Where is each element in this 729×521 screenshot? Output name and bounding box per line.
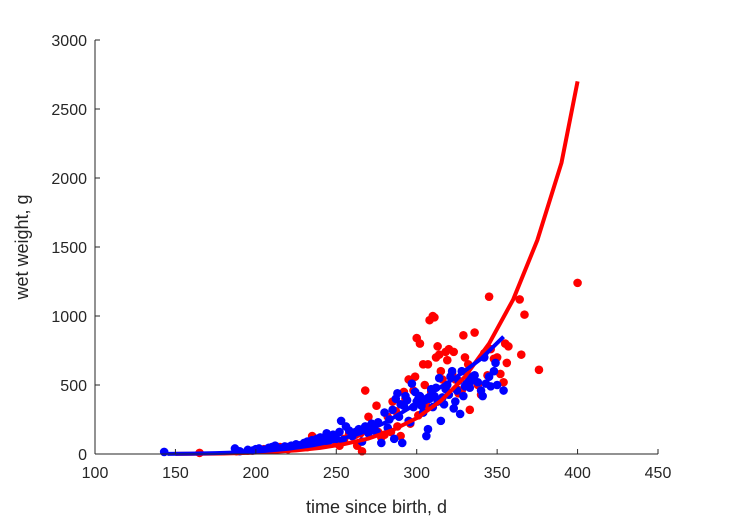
data-point: [396, 431, 405, 441]
data-point: [377, 438, 386, 448]
red-fit-curve: [175, 81, 580, 456]
data-point: [484, 292, 494, 301]
data-point: [504, 342, 513, 351]
blue-fit-curve: [167, 335, 505, 456]
data-point: [434, 350, 444, 359]
y-tick-label: 500: [60, 378, 87, 395]
y-tick-label: 2500: [51, 102, 87, 119]
x-tick-label: 200: [243, 465, 270, 482]
data-point: [434, 373, 444, 383]
data-point: [436, 416, 446, 426]
data-point: [442, 355, 452, 365]
x-tick-label: 300: [403, 465, 430, 482]
series-layer: [159, 81, 582, 458]
data-point: [433, 342, 442, 351]
data-point: [492, 380, 502, 390]
y-axis-title: wet weight, g: [12, 194, 32, 300]
data-point: [465, 405, 475, 415]
x-tick-label: 350: [484, 465, 511, 482]
data-point: [473, 377, 483, 387]
data-point: [496, 369, 505, 379]
data-point: [449, 347, 459, 357]
data-point: [410, 372, 420, 382]
x-tick-label: 400: [564, 465, 591, 482]
x-axis-title: time since birth, d: [306, 497, 447, 517]
data-point: [455, 409, 465, 419]
data-point: [335, 427, 344, 437]
data-point: [388, 405, 397, 415]
data-point: [451, 397, 460, 406]
data-point: [360, 386, 370, 395]
data-point: [357, 446, 367, 456]
data-point: [380, 408, 389, 417]
data-point: [436, 366, 446, 376]
data-point: [459, 391, 468, 401]
data-point: [415, 339, 425, 348]
y-ticks: 0 500 1000 1500 2000 2500 3000: [51, 33, 100, 464]
x-tick-label: 450: [645, 465, 672, 482]
data-point: [534, 365, 544, 375]
data-point: [397, 438, 407, 448]
data-point: [407, 379, 417, 388]
data-point: [573, 278, 582, 288]
data-point: [489, 366, 499, 376]
data-point: [372, 401, 381, 411]
y-tick-label: 2000: [51, 171, 87, 188]
x-tick-label: 150: [162, 465, 189, 482]
data-point: [336, 416, 346, 426]
x-tick-label: 250: [323, 465, 350, 482]
data-point: [486, 382, 496, 391]
y-tick-label: 1000: [51, 309, 87, 326]
x-tick-label: 100: [82, 465, 109, 482]
data-point: [423, 424, 433, 434]
y-tick-label: 1500: [51, 240, 87, 257]
data-point: [465, 383, 475, 393]
data-point: [420, 380, 430, 390]
data-point: [364, 412, 373, 422]
y-tick-label: 3000: [51, 33, 87, 50]
data-point: [460, 353, 470, 362]
axes: 100 150 200 250 300 350 400 450 0 500 1000 1500 200…: [51, 33, 671, 482]
data-point: [159, 447, 169, 457]
data-point: [499, 377, 508, 387]
data-point: [499, 386, 508, 395]
data-point: [393, 388, 402, 398]
data-point: [491, 358, 500, 368]
data-point: [430, 313, 439, 322]
x-ticks: 100 150 200 250 300 350 400 450: [82, 449, 672, 482]
data-point: [459, 331, 468, 340]
data-point: [447, 366, 457, 376]
y-tick-label: 0: [78, 447, 87, 464]
data-point: [515, 295, 524, 304]
data-point: [502, 358, 512, 368]
data-point: [516, 350, 526, 359]
data-point: [423, 360, 433, 369]
data-point: [389, 434, 399, 444]
data-point: [520, 310, 529, 319]
data-point: [470, 328, 479, 337]
data-point: [449, 404, 459, 413]
data-point: [484, 372, 494, 382]
data-point: [422, 431, 431, 441]
data-point: [402, 395, 412, 405]
data-point: [478, 391, 487, 401]
data-point: [470, 371, 479, 380]
